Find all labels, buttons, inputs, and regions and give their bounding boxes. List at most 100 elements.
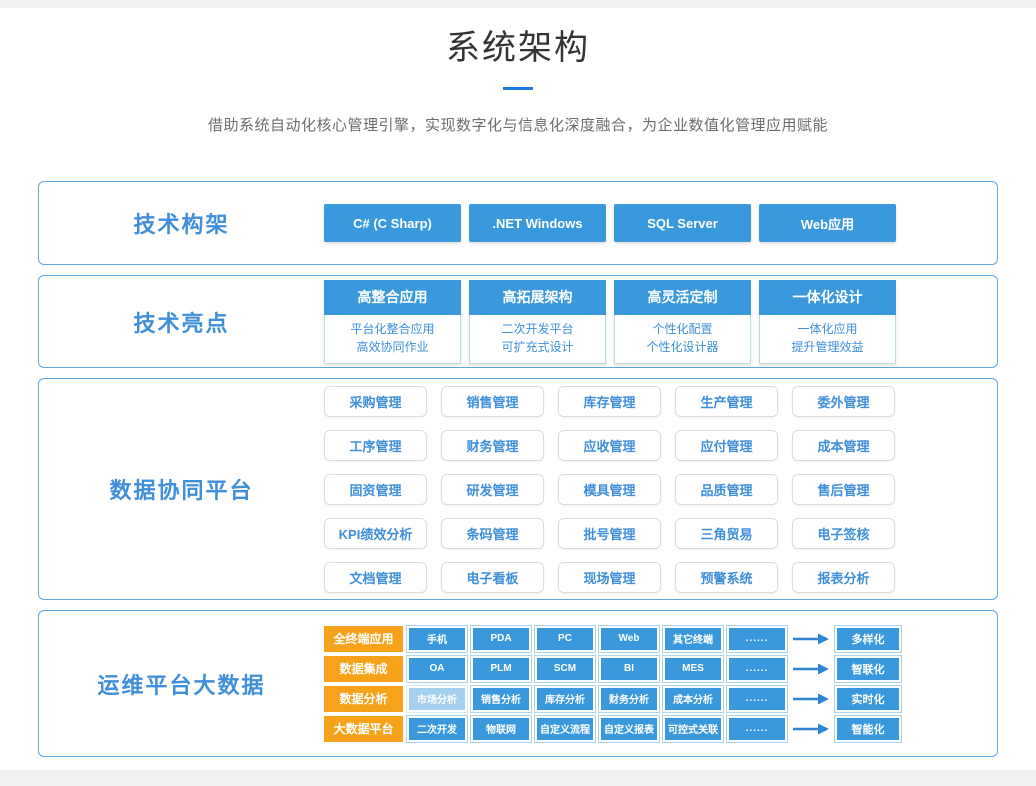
highlight-card-body: 个性化配置 个性化设计器 [614,314,751,364]
highlight-cards: 高整合应用 平台化整合应用 高效协同作业 高拓展架构 二次开发平台 可扩充式设计… [324,279,896,364]
highlight-card-title: 高整合应用 [324,279,461,315]
arrow-right-icon [793,723,829,734]
arrow-right-icon [793,693,829,704]
highlight-card-title: 高拓展架构 [469,279,606,315]
highlight-card-body: 二次开发平台 可扩充式设计 [469,314,606,364]
page-title: 系统架构 [446,29,590,67]
highlight-card-title: 高灵活定制 [614,279,751,315]
arrow-right-icon [793,633,829,644]
tech-chip-web: Web应用 [759,204,896,242]
platform-label: 数据协同平台 [109,478,254,503]
bigdata-row-terminals: 全终端应用 手机 PDA PC Web 其它终端 ...... 多样化 [324,625,901,652]
bigdata-chip: 可控式关联 [663,715,723,742]
section-highlights: 技术亮点 高整合应用 平台化整合应用 高效协同作业 高拓展架构 二次开发平台 可… [38,275,998,368]
tech-chip-csharp: C# (C Sharp) [324,204,461,242]
bigdata-row-integration: 数据集成 OA PLM SCM BI MES ...... 智联化 [324,655,901,682]
module-chip: 电子看板 [441,561,544,593]
module-chip: 应收管理 [558,429,661,461]
module-chip: 研发管理 [441,473,544,505]
module-chip: 现场管理 [558,561,661,593]
bigdata-chip: 自定义流程 [535,715,595,742]
result-chip: 实时化 [835,685,901,712]
row-tag: 大数据平台 [324,715,403,742]
bigdata-rows: 全终端应用 手机 PDA PC Web 其它终端 ...... 多样化 数据集成… [324,625,901,742]
module-chip: 成本管理 [792,429,895,461]
page: 系统架构 借助系统自动化核心管理引擎，实现数字化与信息化深度融合，为企业数值化管… [0,8,1036,770]
sections-container: 技术构架 C# (C Sharp) .NET Windows SQL Serve… [38,181,998,757]
module-chip: 销售管理 [441,385,544,417]
bigdata-chip: 其它终端 [663,625,723,652]
module-chip: 售后管理 [792,473,895,505]
bigdata-chip: 二次开发 [407,715,467,742]
module-chip: KPI绩效分析 [324,517,427,549]
module-chip: 三角贸易 [675,517,778,549]
module-chip: 采购管理 [324,385,427,417]
highlight-card-body: 平台化整合应用 高效协同作业 [324,314,461,364]
highlight-line: 提升管理效益 [791,339,864,354]
highlight-line: 高效协同作业 [356,339,429,354]
bigdata-chip: 销售分析 [471,685,531,712]
bigdata-chip: MES [663,655,723,682]
result-chip: 智联化 [835,655,901,682]
highlight-card: 高整合应用 平台化整合应用 高效协同作业 [324,279,461,364]
highlight-card: 高拓展架构 二次开发平台 可扩充式设计 [469,279,606,364]
bigdata-chip: PLM [471,655,531,682]
highlight-card: 一体化设计 一体化应用 提升管理效益 [759,279,896,364]
highlight-line: 二次开发平台 [501,321,574,336]
tech-stack-buttons: C# (C Sharp) .NET Windows SQL Server Web… [324,204,896,242]
highlight-card-body: 一体化应用 提升管理效益 [759,314,896,364]
tech-chip-sqlserver: SQL Server [614,204,751,242]
module-chip: 固资管理 [324,473,427,505]
bigdata-chip: 手机 [407,625,467,652]
result-chip: 智能化 [835,715,901,742]
bigdata-chip: SCM [535,655,595,682]
bigdata-chip-ellipsis: ...... [727,625,787,652]
bigdata-label: 运维平台大数据 [97,672,266,698]
module-chip: 预警系统 [675,561,778,593]
module-chip: 库存管理 [558,385,661,417]
module-chip: 工序管理 [324,429,427,461]
highlight-line: 个性化配置 [652,321,713,336]
result-chip: 多样化 [835,625,901,652]
module-chip: 应付管理 [675,429,778,461]
highlight-line: 可扩充式设计 [501,339,574,354]
module-chip: 条码管理 [441,517,544,549]
section-bigdata: 运维平台大数据 全终端应用 手机 PDA PC Web 其它终端 ...... … [38,610,998,757]
bigdata-chip: BI [599,655,659,682]
row-tag: 数据分析 [324,685,403,712]
bigdata-chip: PDA [471,625,531,652]
module-chip: 批号管理 [558,517,661,549]
highlight-line: 平台化整合应用 [350,321,435,336]
bigdata-chip: 库存分析 [535,685,595,712]
module-chip: 委外管理 [792,385,895,417]
module-chip: 模具管理 [558,473,661,505]
tech-chip-dotnet: .NET Windows [469,204,606,242]
module-chip: 生产管理 [675,385,778,417]
section-tech-stack: 技术构架 C# (C Sharp) .NET Windows SQL Serve… [38,181,998,265]
bigdata-chip: 成本分析 [663,685,723,712]
module-chip: 报表分析 [792,561,895,593]
section-platform: 数据协同平台 采购管理 销售管理 库存管理 生产管理 委外管理 工序管理 财务管… [38,378,998,600]
module-chip: 文档管理 [324,561,427,593]
bigdata-chip: 财务分析 [599,685,659,712]
bigdata-row-platform: 大数据平台 二次开发 物联网 自定义流程 自定义报表 可控式关联 ...... … [324,715,901,742]
tech-stack-label: 技术构架 [133,212,230,237]
bigdata-chip: Web [599,625,659,652]
module-chip: 品质管理 [675,473,778,505]
bigdata-chip: 市场分析 [407,685,467,712]
bigdata-chip: 自定义报表 [599,715,659,742]
highlights-label: 技术亮点 [133,310,230,336]
bigdata-chip-ellipsis: ...... [727,715,787,742]
highlight-card-title: 一体化设计 [759,279,896,315]
highlight-line: 个性化设计器 [646,339,719,354]
module-grid: 采购管理 销售管理 库存管理 生产管理 委外管理 工序管理 财务管理 应收管理 … [324,385,895,593]
bigdata-chip-ellipsis: ...... [727,655,787,682]
bigdata-chip: PC [535,625,595,652]
arrow-right-icon [793,663,829,674]
bigdata-chip-ellipsis: ...... [727,685,787,712]
page-subtitle: 借助系统自动化核心管理引擎，实现数字化与信息化深度融合，为企业数值化管理应用赋能 [207,117,828,134]
highlight-line: 一体化应用 [797,321,858,336]
module-chip: 电子签核 [792,517,895,549]
module-chip: 财务管理 [441,429,544,461]
row-tag: 全终端应用 [324,625,403,652]
